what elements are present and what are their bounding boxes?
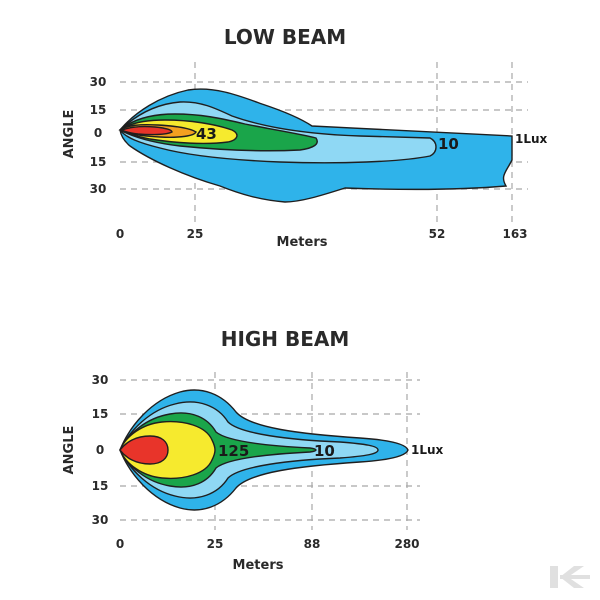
low-beam-y-tick: 15 [90, 155, 107, 169]
high-beam-x-tick: 280 [394, 537, 419, 551]
high-beam-y-tick: 15 [92, 407, 109, 421]
high-beam-x-tick: 0 [116, 537, 124, 551]
low-beam-label-inner: 43 [196, 125, 217, 143]
high-beam-y-axis-label: ANGLE [62, 426, 77, 475]
high-beam-title: HIGH BEAM [221, 327, 350, 351]
high-beam-y-tick: 30 [92, 513, 109, 527]
high-beam-x-tick: 88 [304, 537, 321, 551]
high-beam-y-tick: 30 [92, 373, 109, 387]
k-logo-icon [550, 566, 590, 588]
low-beam-panel: LOW BEAM 43 10 1Lux 30 15 0 15 [62, 25, 548, 250]
high-beam-label-outer: 1Lux [411, 443, 444, 457]
low-beam-x-tick: 163 [502, 227, 527, 241]
high-beam-x-axis-label: Meters [233, 558, 284, 573]
high-beam-label-mid: 10 [314, 442, 335, 460]
low-beam-x-axis-label: Meters [277, 235, 328, 250]
high-beam-x-tick: 25 [207, 537, 224, 551]
low-beam-y-tick: 30 [90, 182, 107, 196]
low-beam-label-outer: 1Lux [515, 132, 548, 146]
low-beam-y-axis-label: ANGLE [62, 110, 77, 159]
low-beam-label-mid: 10 [438, 135, 459, 153]
high-beam-panel: HIGH BEAM 125 10 1Lux 30 15 0 15 30 [62, 327, 444, 573]
low-beam-y-tick: 30 [90, 75, 107, 89]
low-beam-x-tick: 25 [187, 227, 204, 241]
low-beam-x-tick: 0 [116, 227, 124, 241]
high-beam-y-tick: 0 [96, 443, 104, 457]
high-beam-label-inner: 125 [218, 442, 249, 460]
low-beam-zone-red [120, 125, 173, 136]
high-beam-zone-red [119, 435, 169, 465]
low-beam-y-tick: 15 [90, 103, 107, 117]
low-beam-title: LOW BEAM [224, 25, 346, 49]
low-beam-x-tick: 52 [429, 227, 446, 241]
low-beam-y-tick: 0 [94, 126, 102, 140]
high-beam-y-tick: 15 [92, 479, 109, 493]
